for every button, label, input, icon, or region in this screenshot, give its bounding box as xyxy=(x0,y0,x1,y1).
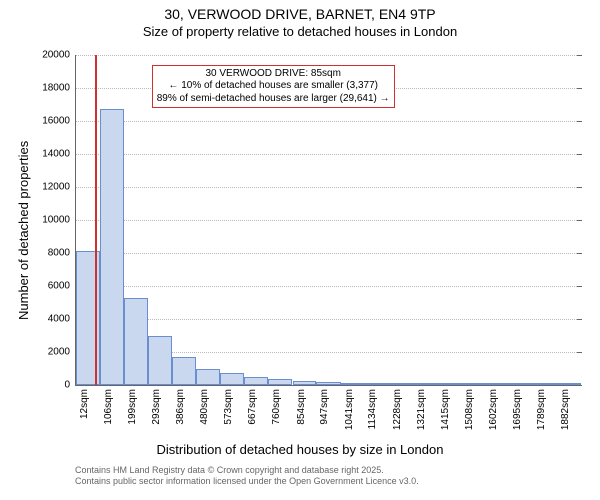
annotation-box: 30 VERWOOD DRIVE: 85sqm← 10% of detached… xyxy=(152,65,395,109)
xtick-label: 199sqm xyxy=(127,389,138,425)
histogram-bar xyxy=(389,383,413,385)
annotation-line: ← 10% of detached houses are smaller (3,… xyxy=(157,80,390,93)
x-axis-label: Distribution of detached houses by size … xyxy=(0,442,600,457)
xtick-label: 1789sqm xyxy=(536,389,547,430)
chart-title-1: 30, VERWOOD DRIVE, BARNET, EN4 9TP xyxy=(0,6,600,22)
gridline-h xyxy=(76,121,581,122)
ytick-label: 18000 xyxy=(42,83,70,94)
histogram-bar xyxy=(509,383,533,385)
annotation-line: 30 VERWOOD DRIVE: 85sqm xyxy=(157,68,390,81)
xtick-label: 480sqm xyxy=(199,389,210,425)
property-marker-line xyxy=(95,55,97,385)
credits-line-2: Contains public sector information licen… xyxy=(75,476,419,487)
y-axis-label: Number of detached properties xyxy=(16,141,31,320)
xtick-label: 1415sqm xyxy=(440,389,451,430)
histogram-bar xyxy=(557,383,581,385)
ytick-label: 14000 xyxy=(42,149,70,160)
ytick-label: 16000 xyxy=(42,116,70,127)
histogram-bar xyxy=(172,357,196,385)
xtick-label: 760sqm xyxy=(271,389,282,425)
histogram-bar xyxy=(364,383,388,385)
ytick-mark xyxy=(577,55,582,56)
xtick-label: 293sqm xyxy=(151,389,162,425)
ytick-label: 4000 xyxy=(48,314,70,325)
gridline-h xyxy=(76,319,581,320)
annotation-line: 89% of semi-detached houses are larger (… xyxy=(157,93,390,106)
ytick-mark xyxy=(577,286,582,287)
gridline-h xyxy=(76,154,581,155)
histogram-bar xyxy=(148,336,172,386)
histogram-bar xyxy=(244,377,268,385)
xtick-label: 854sqm xyxy=(296,389,307,425)
xtick-label: 573sqm xyxy=(223,389,234,425)
ytick-label: 2000 xyxy=(48,347,70,358)
xtick-label: 947sqm xyxy=(319,389,330,425)
xtick-label: 1882sqm xyxy=(560,389,571,430)
ytick-mark xyxy=(577,121,582,122)
ytick-label: 8000 xyxy=(48,248,70,259)
ytick-label: 0 xyxy=(64,380,70,391)
histogram-bar xyxy=(413,383,437,385)
ytick-mark xyxy=(577,187,582,188)
xtick-label: 106sqm xyxy=(103,389,114,425)
plot-area: 0200040006000800010000120001400016000180… xyxy=(75,55,581,386)
histogram-bar xyxy=(316,382,340,385)
ytick-label: 10000 xyxy=(42,215,70,226)
ytick-mark xyxy=(577,385,582,386)
ytick-mark xyxy=(577,253,582,254)
xtick-label: 1602sqm xyxy=(488,389,499,430)
gridline-h xyxy=(76,220,581,221)
histogram-bar xyxy=(268,379,292,385)
histogram-bar xyxy=(196,369,220,386)
xtick-label: 386sqm xyxy=(175,389,186,425)
gridline-h xyxy=(76,55,581,56)
histogram-bar xyxy=(124,298,148,385)
gridline-h xyxy=(76,253,581,254)
ytick-mark xyxy=(577,88,582,89)
histogram-bar xyxy=(341,383,365,385)
xtick-label: 12sqm xyxy=(79,389,90,419)
xtick-label: 1508sqm xyxy=(464,389,475,430)
ytick-label: 12000 xyxy=(42,182,70,193)
credits-line-1: Contains HM Land Registry data © Crown c… xyxy=(75,465,419,476)
histogram-bar xyxy=(533,383,557,385)
ytick-label: 6000 xyxy=(48,281,70,292)
xtick-label: 1321sqm xyxy=(416,389,427,430)
histogram-bar xyxy=(220,373,244,385)
credits: Contains HM Land Registry data © Crown c… xyxy=(75,465,419,488)
histogram-bar xyxy=(461,383,485,385)
xtick-label: 1134sqm xyxy=(367,389,378,429)
histogram-bar xyxy=(100,109,124,385)
ytick-mark xyxy=(577,154,582,155)
ytick-label: 20000 xyxy=(42,50,70,61)
histogram-bar xyxy=(293,381,317,385)
histogram-bar xyxy=(437,383,461,385)
xtick-label: 667sqm xyxy=(247,389,258,425)
xtick-label: 1695sqm xyxy=(512,389,523,430)
ytick-mark xyxy=(577,220,582,221)
chart-title-2: Size of property relative to detached ho… xyxy=(0,24,600,39)
xtick-label: 1228sqm xyxy=(392,389,403,430)
ytick-mark xyxy=(577,352,582,353)
gridline-h xyxy=(76,187,581,188)
ytick-mark xyxy=(577,319,582,320)
histogram-bar xyxy=(485,383,509,385)
xtick-label: 1041sqm xyxy=(344,389,355,430)
gridline-h xyxy=(76,286,581,287)
